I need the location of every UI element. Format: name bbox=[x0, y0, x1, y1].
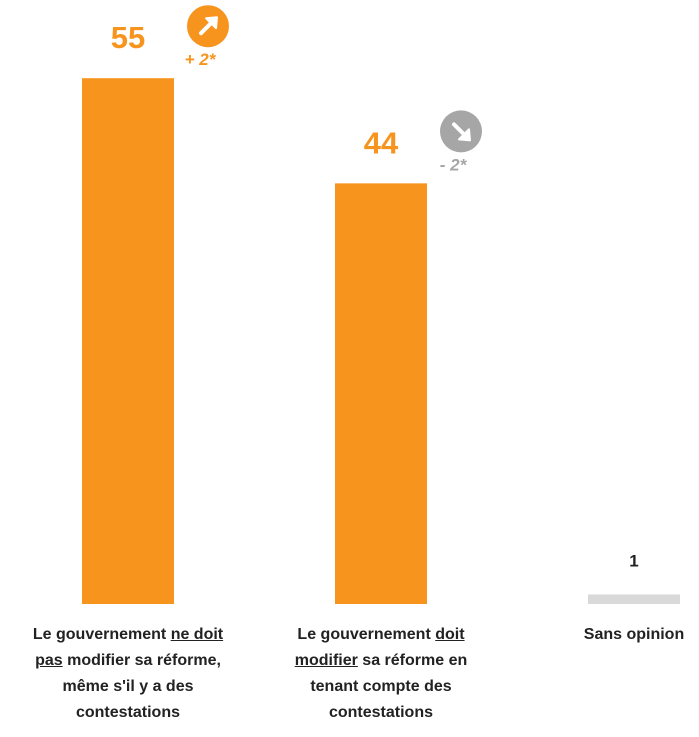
category-label: Sans opinion bbox=[583, 626, 685, 643]
value-label: 44 bbox=[364, 125, 399, 160]
bar bbox=[335, 183, 427, 605]
bar bbox=[82, 78, 174, 604]
change-label: - 2* bbox=[440, 155, 468, 174]
value-label: 1 bbox=[629, 551, 638, 570]
category-label: Le gouvernement doit modifier sa réforme… bbox=[294, 626, 468, 721]
trend-icon bbox=[440, 110, 482, 153]
trend-arrow-head bbox=[205, 16, 218, 30]
category-label: Le gouvernement ne doit pas modifier sa … bbox=[32, 626, 224, 721]
trend-arrow-head bbox=[458, 128, 471, 142]
bar bbox=[588, 594, 680, 604]
change-label: + 2* bbox=[185, 50, 217, 69]
value-label: 55 bbox=[111, 20, 145, 55]
trend-icon bbox=[187, 5, 229, 48]
